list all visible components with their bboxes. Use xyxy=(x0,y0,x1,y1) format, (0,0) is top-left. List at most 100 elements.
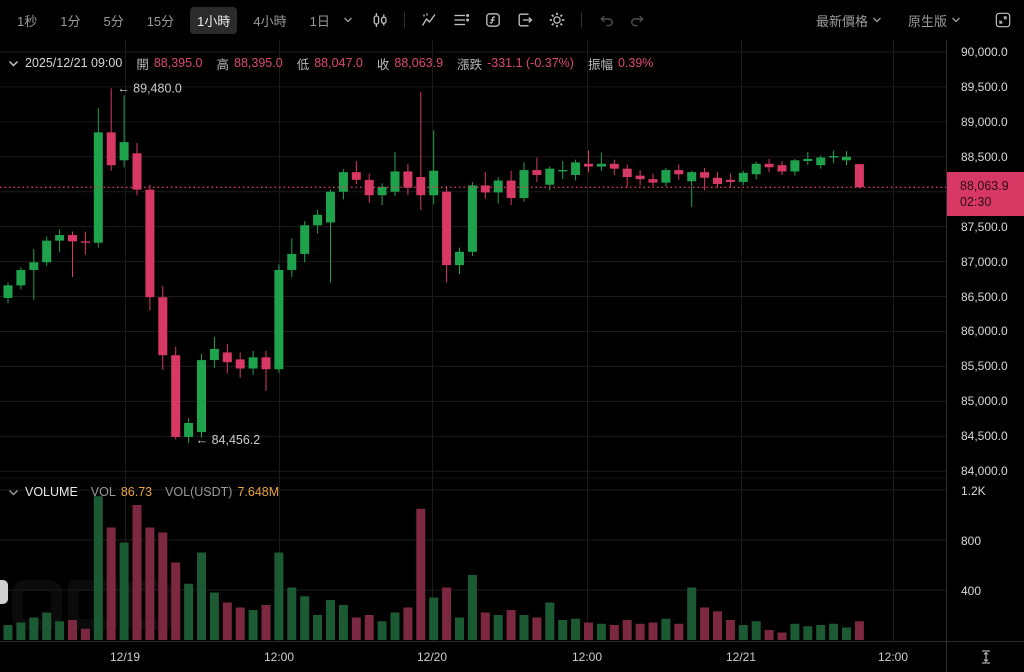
collapse-chevron-icon[interactable] xyxy=(8,488,19,497)
candle-body xyxy=(55,235,65,241)
candle-body xyxy=(725,179,735,182)
open-label: 開 xyxy=(136,57,149,72)
time-tick-label: 12/20 xyxy=(416,650,448,664)
change-value: -331.1 (-0.37%) xyxy=(487,56,574,70)
volume-pane-header: VOLUME VOL 86.73 VOL(USDT) 7.648M xyxy=(8,485,279,499)
toolbar-separator xyxy=(580,12,582,28)
volume-bar xyxy=(648,622,658,640)
candle-body xyxy=(700,172,710,178)
volume-bar xyxy=(725,620,735,640)
volume-bar xyxy=(145,527,155,640)
volume-bar xyxy=(132,505,142,640)
volume-bar xyxy=(442,587,452,640)
volume-bar xyxy=(209,592,219,640)
candle-body xyxy=(842,156,851,161)
version-label: 原生版 xyxy=(907,13,947,29)
candle-body xyxy=(287,253,297,270)
vol-usdt-value: 7.648M xyxy=(237,485,280,499)
candle-body xyxy=(313,214,323,226)
interval-dropdown-chevron-icon[interactable] xyxy=(339,11,357,29)
volume-bar xyxy=(235,607,245,640)
candle-body xyxy=(622,168,632,178)
interval-1s[interactable]: 1秒 xyxy=(17,13,38,29)
price-tick-label: 85,000.0 xyxy=(961,394,1008,409)
candlestick-chart[interactable]: ← 89,480.0 ← 84,456.2 xyxy=(0,40,946,641)
interval-1h-selected[interactable]: 1小時 xyxy=(190,6,238,34)
version-dropdown[interactable]: 原生版 xyxy=(908,11,961,30)
candle-body xyxy=(184,422,194,437)
volume-bar xyxy=(506,610,516,640)
drawing-toolbar-handle[interactable] xyxy=(0,580,8,604)
candle-body xyxy=(571,162,581,175)
candle-body xyxy=(480,185,490,193)
formula-template-icon[interactable] xyxy=(484,11,502,29)
candle-body xyxy=(545,168,555,185)
candle-body xyxy=(416,177,426,196)
high-annotation: ← 89,480.0 xyxy=(117,81,182,95)
volume-bar xyxy=(364,615,374,640)
price-scale-reset-icon[interactable] xyxy=(978,648,994,666)
candle-body xyxy=(764,163,774,168)
volume-bar xyxy=(55,621,65,640)
candle-body xyxy=(235,359,245,369)
vol-value: 86.73 xyxy=(120,485,153,499)
volume-bar xyxy=(854,621,864,640)
chart-canvas[interactable]: ← 89,480.0 ← 84,456.2 xyxy=(0,40,946,641)
save-layout-icon[interactable] xyxy=(516,11,534,29)
redo-icon[interactable] xyxy=(629,11,647,29)
interval-15m[interactable]: 15分 xyxy=(146,13,175,29)
price-axis[interactable]: 84,000.0 84,500.0 85,000.0 85,500.0 86,000.0… xyxy=(946,40,1024,641)
candle-body xyxy=(42,240,52,263)
close-label: 收 xyxy=(376,57,390,72)
volume-bar xyxy=(519,615,529,640)
volume-bar xyxy=(3,625,13,640)
volume-bar xyxy=(416,508,426,640)
time-tick-label: 12/21 xyxy=(725,650,757,664)
candle-body xyxy=(467,185,477,252)
ohlc-info-bar: 2025/12/21 09:00 開 88,395.0 高 88,395.0 低… xyxy=(8,54,653,72)
interval-1d[interactable]: 1日 xyxy=(309,13,330,29)
candle-body xyxy=(532,170,542,175)
undo-icon[interactable] xyxy=(597,11,615,29)
volume-bar xyxy=(816,625,826,640)
volume-bar xyxy=(700,607,710,640)
candle-body xyxy=(274,269,284,370)
candle-body xyxy=(326,191,335,223)
volume-bar xyxy=(622,620,632,640)
indicator-list-icon[interactable] xyxy=(452,11,470,29)
volume-bar xyxy=(687,587,697,640)
price-tick-label: 84,000.0 xyxy=(961,464,1008,479)
candle-body xyxy=(738,172,748,182)
volume-bar xyxy=(584,622,593,640)
settings-gear-icon[interactable] xyxy=(548,11,566,29)
candle-body xyxy=(829,156,839,158)
interval-5m[interactable]: 5分 xyxy=(103,13,124,29)
interval-1m[interactable]: 1分 xyxy=(60,13,81,29)
candle-body xyxy=(403,171,413,188)
volume-bar xyxy=(790,623,800,640)
candle-body xyxy=(68,235,77,242)
collapse-chevron-icon[interactable] xyxy=(8,59,19,68)
volume-bar xyxy=(171,562,181,640)
candle-body xyxy=(596,163,606,167)
vol-label: VOL xyxy=(90,485,116,499)
volume-bar xyxy=(713,611,722,640)
time-tick-label: 12:00 xyxy=(263,650,295,664)
price-tick-label: 89,000.0 xyxy=(961,114,1008,129)
volume-bar xyxy=(738,625,748,640)
interval-4h[interactable]: 4小時 xyxy=(253,13,287,29)
candle-body xyxy=(609,163,619,169)
candle-body xyxy=(803,158,813,161)
fullscreen-icon[interactable] xyxy=(994,11,1012,29)
time-axis[interactable]: 12/19 12:00 12/20 12:00 12/21 12:00 xyxy=(0,641,1024,672)
candle-body xyxy=(197,360,206,433)
indicators-icon[interactable] xyxy=(420,11,438,29)
candlestick-style-icon[interactable] xyxy=(371,11,389,29)
volume-bar xyxy=(261,605,271,640)
price-mode-dropdown[interactable]: 最新價格 xyxy=(816,11,882,30)
candle-body xyxy=(816,157,826,166)
volume-bar xyxy=(455,617,464,640)
candle-body xyxy=(648,179,658,183)
candle-body xyxy=(145,189,155,298)
candle-body xyxy=(222,352,232,363)
